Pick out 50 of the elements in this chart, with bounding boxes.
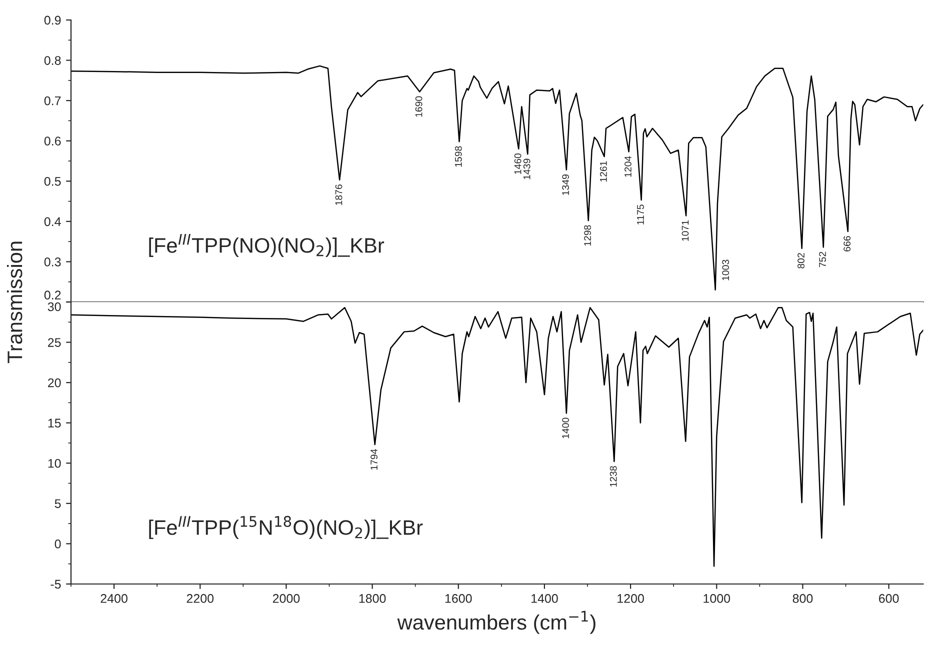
x-tick-label: 1800 <box>359 594 386 603</box>
x-tick-label: 2000 <box>272 594 300 603</box>
y-tick-label: 0.2 <box>44 290 61 300</box>
line-series <box>71 65 924 291</box>
annotation: 1261 <box>600 161 607 182</box>
annotation: 1690 <box>415 96 422 117</box>
x-tick-label: 800 <box>792 594 813 603</box>
annotation: 1460 <box>514 153 522 174</box>
y-tick-label: 0.8 <box>44 56 61 65</box>
y-tick-label: 5 <box>54 499 61 508</box>
y-tick-label: 20 <box>48 378 61 388</box>
y-tick-label: 0 <box>54 540 61 548</box>
annotation: 666 <box>844 236 851 252</box>
annotation: 1598 <box>454 146 462 167</box>
line-series <box>71 307 924 567</box>
annotation: 1439 <box>523 158 530 180</box>
x-tick-label: 2200 <box>186 594 214 603</box>
annotation: 1003 <box>722 260 730 280</box>
annotation: [Fe$^{III}$TPP(NO)(NO$_{2}$)]_KBr <box>149 234 384 257</box>
y-tick-label: 0.3 <box>44 258 61 266</box>
y-tick-label: 0.9 <box>44 16 61 25</box>
y-tick-label: 0.7 <box>44 96 61 106</box>
y-tick-label: 15 <box>48 418 61 428</box>
y-axis-title: Transmission <box>6 242 22 364</box>
x-tick-label: 1600 <box>445 594 472 603</box>
x-tick-label: 1400 <box>532 594 558 603</box>
annotation: 802 <box>798 253 804 268</box>
y-tick-label: 10 <box>48 458 61 468</box>
annotation: 1071 <box>682 220 689 241</box>
y-tick-label: -5 <box>50 580 61 589</box>
annotation: 1349 <box>562 174 570 195</box>
x-tick-label: 2400 <box>100 594 128 603</box>
annotation: 1400 <box>562 418 570 438</box>
annotation: 1876 <box>335 184 342 205</box>
x-tick-label: 600 <box>878 594 899 603</box>
annotation: 1175 <box>637 204 644 224</box>
annotation: 752 <box>819 252 826 268</box>
y-tick-label: 25 <box>48 338 61 347</box>
annotation: 1794 <box>370 449 378 470</box>
x-tick-label: 1200 <box>618 594 644 603</box>
text: [Fe$^{III}$TPP($^{15}$N$^{18}$O)(NO$_{2}$)]_KBr <box>149 516 423 540</box>
y-tick-label: 0.5 <box>44 176 61 186</box>
x-tick-label: 1000 <box>704 594 730 603</box>
y-tick-label: 0.6 <box>44 136 61 146</box>
y-tick-label: 0.4 <box>44 217 61 226</box>
annotation: 1204 <box>624 156 632 177</box>
annotation: 1238 <box>610 466 617 487</box>
x-axis-title: wavenumbers (cm$^{−1}$) <box>397 610 596 634</box>
y-tick-label: 30 <box>48 302 61 312</box>
annotation: 1298 <box>584 225 591 246</box>
